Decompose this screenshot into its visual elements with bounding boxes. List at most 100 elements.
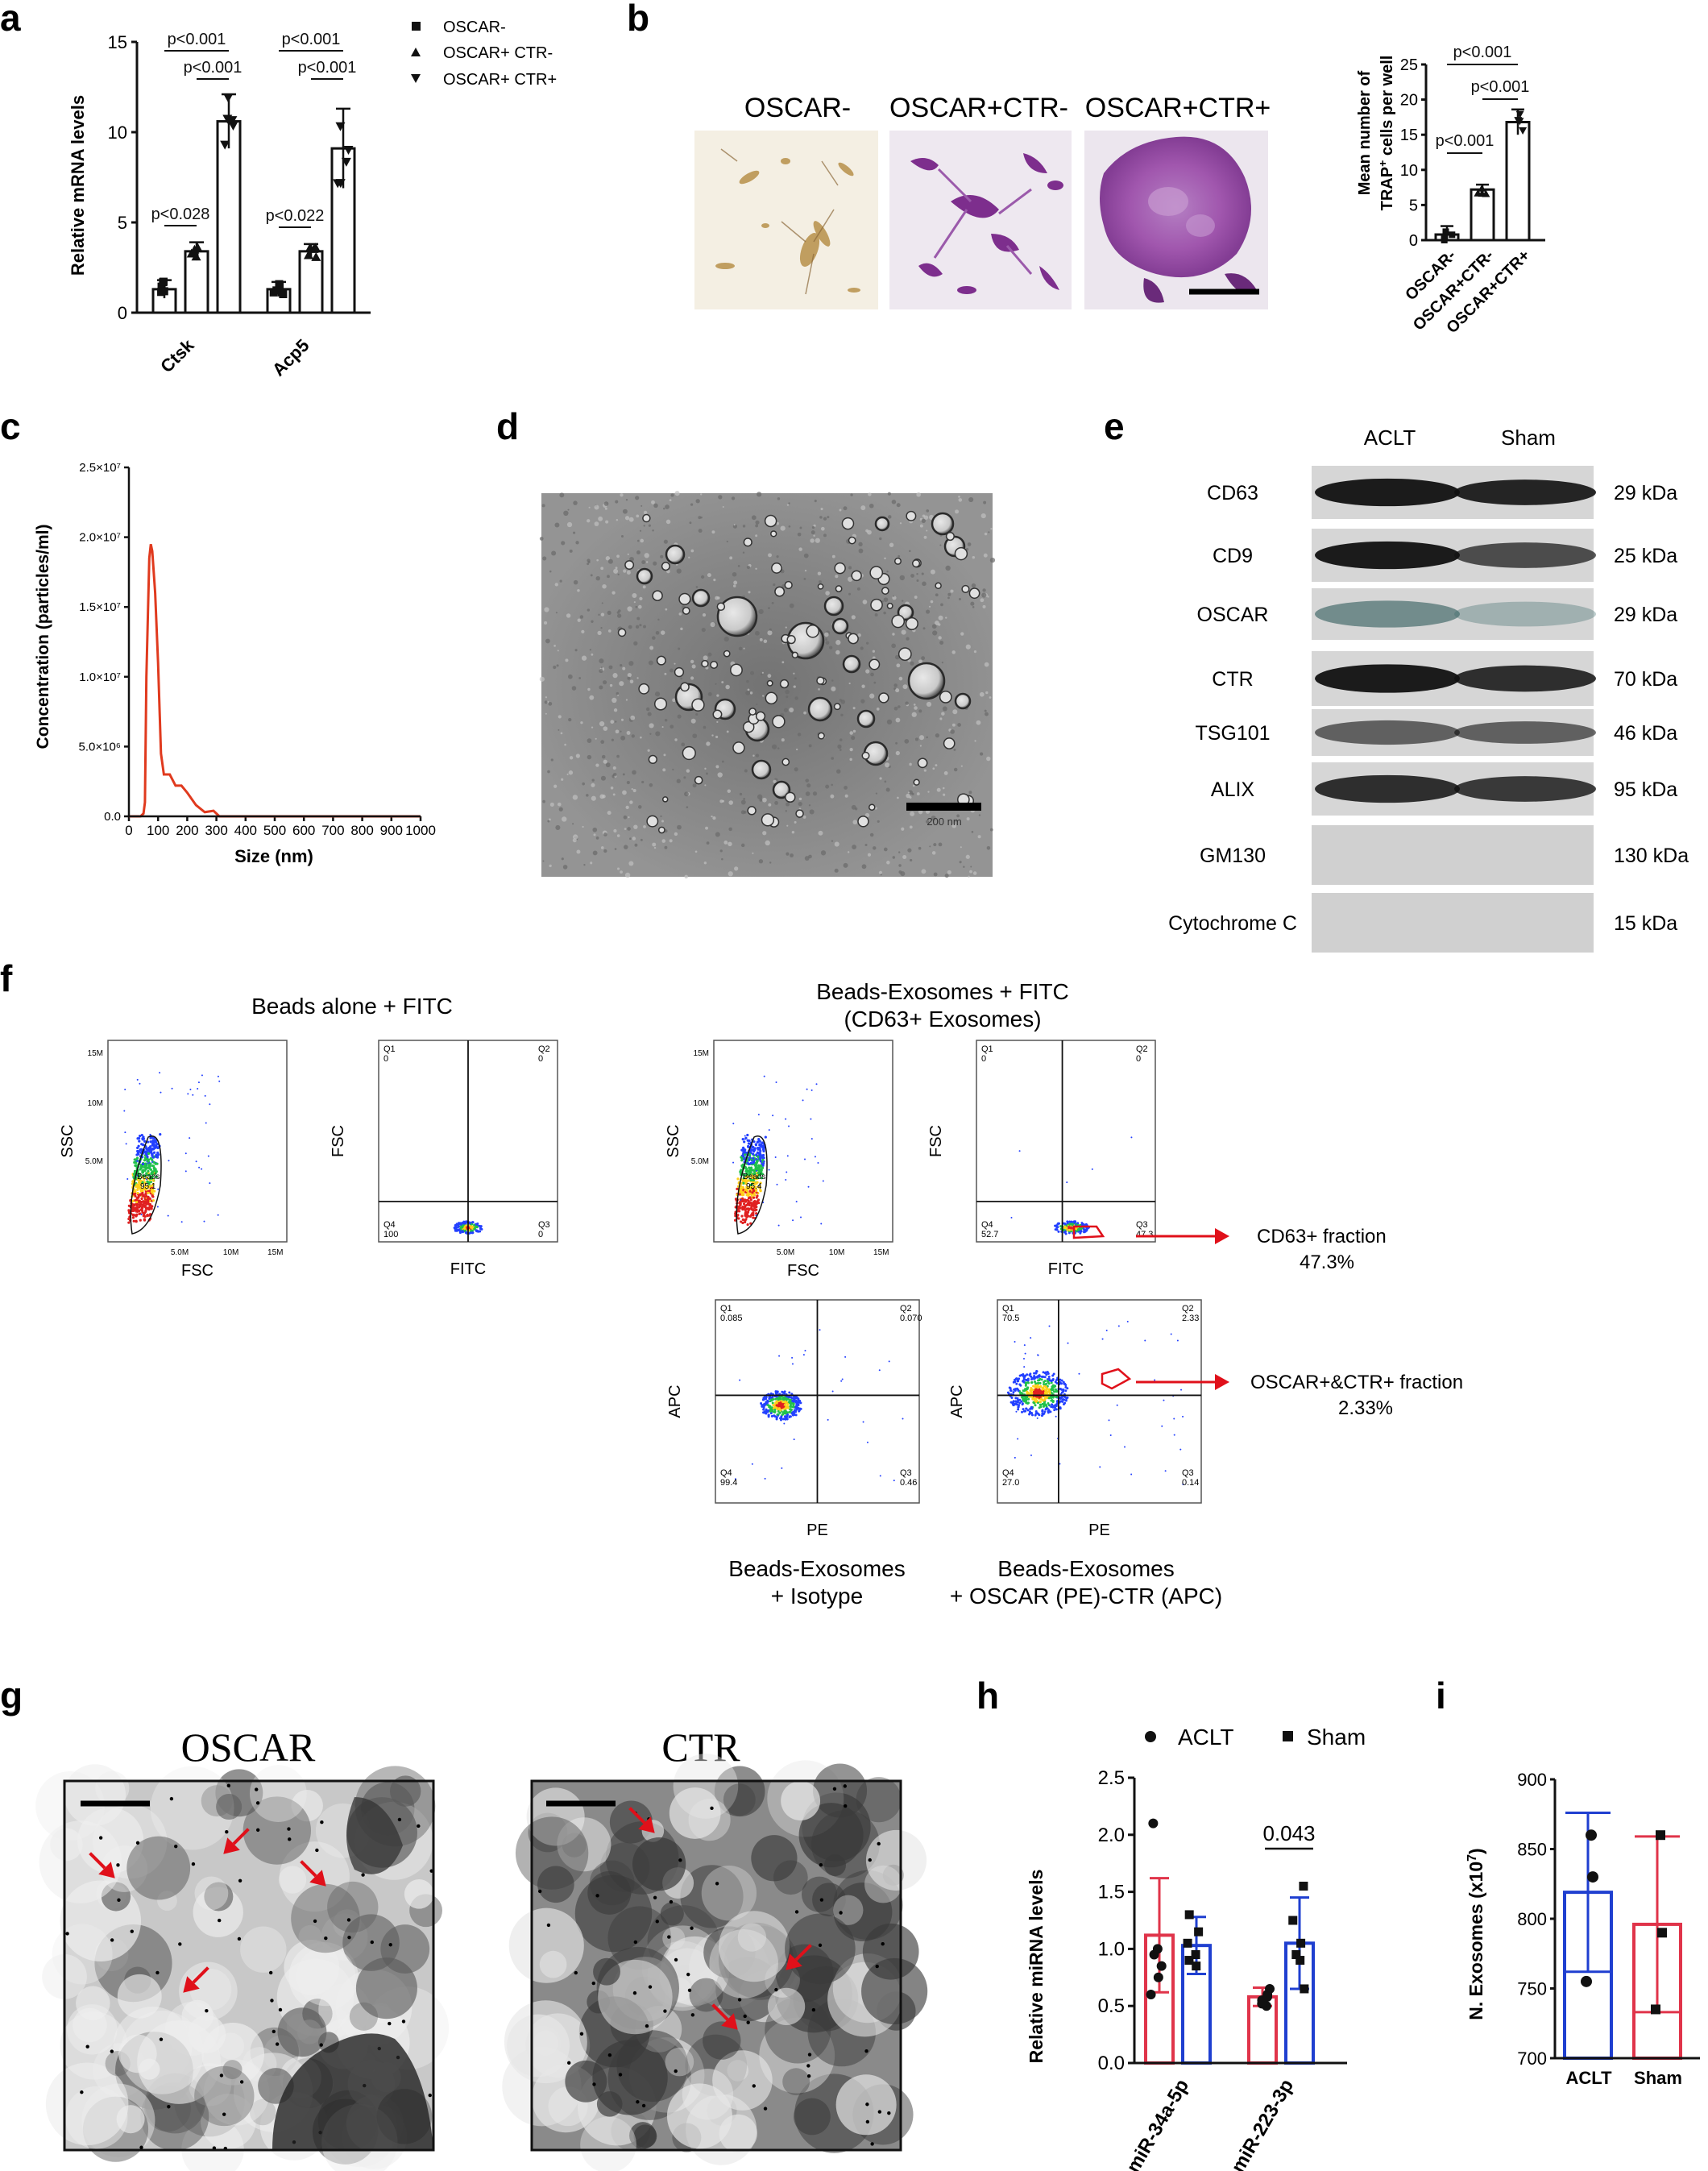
arrow-shaft [300,1860,317,1878]
flow-plot-exosome-scatter [713,1040,893,1243]
tem-texture-dot [664,718,668,722]
event-dot [1024,1409,1027,1413]
event-dot [131,1216,135,1219]
tem-texture-dot [776,521,780,525]
gold-particle [870,2142,874,2146]
tem-texture-dot [982,588,986,592]
tem-texture-dot [906,793,910,799]
tem-texture-dot [839,509,842,512]
data-point [343,145,354,155]
event-dot [151,1158,154,1162]
tem-texture-dot [906,637,910,641]
tem-texture-dot [959,861,962,864]
event-dot [1022,1380,1025,1383]
exosome-vesicle [701,659,709,668]
tem-texture-dot [641,560,646,565]
gold-particle [865,2103,869,2107]
tem-texture-dot [767,630,773,636]
event-dot [1034,1382,1038,1385]
gold-particle [636,2100,640,2104]
tem-texture-dot [820,508,823,511]
tem-texture-dot [549,864,552,868]
tem-texture-dot [953,748,956,751]
tem-texture-dot [621,535,624,538]
tem-texture-dot [956,814,960,818]
tem-texture-dot [893,706,898,711]
tem-texture-dot [914,706,918,710]
panel-h-ytick: 0.0 [1098,2053,1125,2074]
tem-texture-dot [572,795,578,800]
tem-texture-dot [674,491,680,496]
event-dot [762,1408,765,1411]
tem-texture-dot [572,838,577,843]
tem-texture-dot [825,638,828,641]
arrow-shaft [794,1944,812,1961]
tem-texture-dot [881,600,884,603]
tem-texture-dot [771,744,777,749]
exosome-vesicle [653,697,668,711]
tem-texture-dot [837,744,842,749]
event-dot [777,1407,781,1410]
tem-texture-dot [633,824,638,829]
event-dot [746,1223,749,1227]
tem-texture-dot [850,493,853,496]
flow-plot-beads-scatter [107,1040,288,1243]
gold-particle [674,1957,678,1962]
tem-texture-dot [874,613,878,616]
event-dot [471,1231,474,1235]
tem-texture-dot [661,726,664,729]
cd63-fraction-label: CD63+ fraction [1257,1226,1387,1247]
event-dot [743,1140,746,1144]
gold-particle [633,1940,638,1945]
event-dot [1066,1387,1069,1390]
tem-texture-dot [626,780,630,785]
event-dot [1041,1386,1044,1389]
tem-texture-dot [704,784,707,787]
quadrant-q1: Q1 [720,1304,732,1314]
event-dot [1022,1372,1025,1376]
gold-particle [607,2053,612,2057]
em-texture [781,1781,821,1821]
tem-texture-dot [725,684,730,690]
event-dot [769,1400,772,1403]
blot-band [1454,776,1596,802]
tem-texture-dot [839,749,842,751]
tem-texture-dot [565,658,569,662]
event-dot [1109,1434,1112,1437]
tem-texture-dot [809,809,815,815]
tem-texture-dot [631,734,635,738]
event-dot [1028,1413,1031,1416]
tem-texture-dot [843,862,848,868]
exosome-vesicle [968,587,980,600]
tem-texture-dot [548,818,551,821]
event-dot [1026,1390,1029,1393]
em-texture [812,1883,846,1917]
event-dot [753,1202,757,1205]
arrow-head [309,1870,326,1887]
tem-texture-dot [768,803,772,807]
event-dot [778,1355,781,1357]
event-dot [461,1226,464,1229]
event-dot [132,1209,135,1213]
data-point [223,93,234,103]
tem-texture-dot [989,696,992,699]
gold-particle [417,1824,421,1829]
scatter-ytick: 10M [88,1099,103,1108]
em-texture [662,1927,686,1950]
exosome-vesicle [841,517,855,530]
tem-texture-dot [755,567,757,571]
tem-texture-dot [560,732,563,735]
event-dot [768,1169,770,1171]
tem-texture-dot [729,556,733,560]
panel-c-xlabel: Size (nm) [234,846,313,866]
event-dot [779,1397,782,1401]
event-dot [742,1148,745,1151]
band-kda: 130 kDa [1614,845,1689,867]
tem-texture-dot [615,567,618,570]
tem-texture-dot [653,846,657,849]
panel-b: OSCAR- OSCAR+CTR- OSCAR+CTR+ [694,44,1545,337]
panel-g-title-ctr: CTR [661,1725,740,1770]
arrow-head [721,2013,738,2030]
axis-apc: APC [666,1384,684,1418]
event-dot [752,1152,755,1156]
